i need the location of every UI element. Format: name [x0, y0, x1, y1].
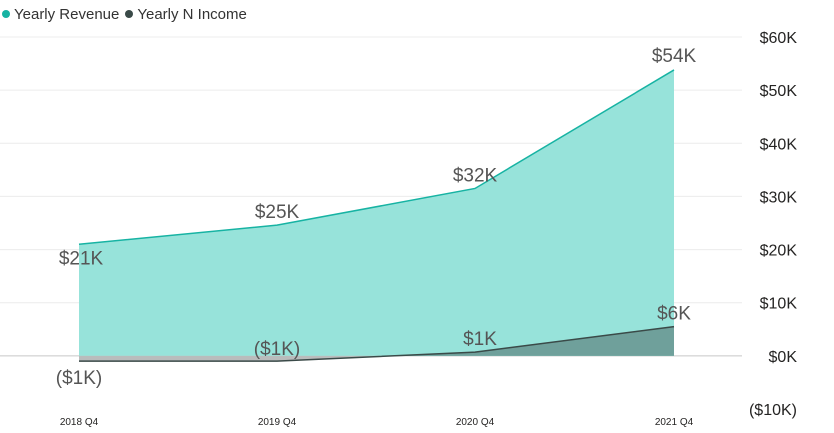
net-income-data-label: $1K: [463, 329, 497, 350]
y-tick-label: $50K: [760, 83, 798, 100]
series-areas: [79, 69, 674, 362]
legend: Yearly Revenue Yearly N Income: [2, 4, 253, 24]
y-tick-label: $40K: [760, 136, 798, 153]
y-tick-label: $0K: [769, 349, 798, 366]
legend-dot-revenue-icon: [2, 10, 10, 18]
revenue-line: [78, 69, 675, 246]
y-tick-label: ($10K): [749, 402, 797, 419]
legend-item-revenue[interactable]: Yearly Revenue: [2, 6, 119, 23]
y-tick-label: $60K: [760, 30, 798, 47]
revenue-data-label: $54K: [652, 46, 697, 67]
y-tick-label: $30K: [760, 189, 798, 206]
revenue-area: [79, 69, 674, 356]
net-income-positive-area: [393, 326, 674, 356]
net-income-negative-area: [79, 355, 394, 362]
x-tick-label: 2018 Q4: [60, 417, 99, 428]
revenue-data-label: $32K: [453, 165, 498, 186]
x-tick-label: 2021 Q4: [655, 417, 694, 428]
y-tick-label: $20K: [760, 243, 798, 260]
y-tick-label: $10K: [760, 296, 798, 313]
legend-item-net-income[interactable]: Yearly N Income: [125, 6, 247, 23]
series-lines: [78, 69, 675, 362]
net-income-line: [79, 325, 675, 362]
legend-label-revenue: Yearly Revenue: [14, 5, 120, 23]
data-labels: $21K $25K $32K $54K ($1K) ($1K) $1K $6K: [56, 46, 697, 389]
x-tick-label: 2020 Q4: [456, 417, 495, 428]
y-axis: $60K $50K $40K $30K $20K $10K $0K ($10K): [749, 30, 797, 419]
revenue-data-label: $25K: [255, 202, 300, 223]
x-axis: 2018 Q4 2019 Q4 2020 Q4 2021 Q4: [60, 417, 694, 428]
net-income-data-label: ($1K): [254, 339, 300, 360]
revenue-data-label: $21K: [59, 248, 104, 269]
legend-dot-net-income-icon: [125, 10, 134, 18]
x-tick-label: 2019 Q4: [258, 417, 297, 428]
net-income-data-label: $6K: [657, 304, 691, 325]
net-income-data-label: ($1K): [56, 368, 102, 389]
legend-label-net-income: Yearly N Income: [137, 5, 247, 23]
